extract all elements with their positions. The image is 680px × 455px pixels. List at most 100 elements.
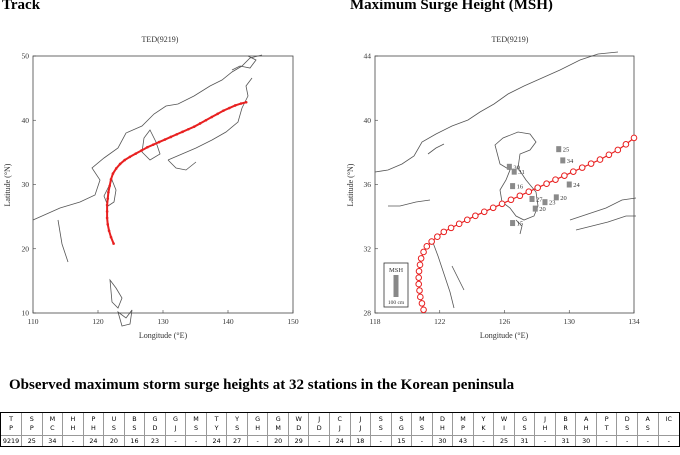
- table-value-cell: 25: [21, 435, 43, 446]
- table-value-cell: 24: [82, 435, 104, 446]
- msh-track-point: [416, 261, 424, 269]
- table-value-cell: 43: [452, 435, 474, 446]
- station-marker: [529, 195, 535, 202]
- msh-track-point: [569, 168, 577, 175]
- table-value-cell: -: [411, 435, 433, 446]
- table-value-cell: 34: [41, 435, 63, 446]
- track-track-point: [163, 138, 167, 141]
- msh-legend-scale: 100 cm: [388, 300, 405, 306]
- table-header-char: J: [544, 415, 547, 423]
- track-track-point: [128, 155, 132, 159]
- table-header-char: S: [625, 424, 630, 432]
- table-header-char: S: [419, 424, 424, 432]
- track-track-point: [105, 216, 109, 220]
- table-header-char: D: [152, 424, 158, 432]
- track-x-tick-label: 140: [222, 317, 234, 326]
- track-track-point: [108, 184, 111, 188]
- station-label: 31: [518, 169, 525, 176]
- table-header-char: J: [359, 424, 362, 432]
- table-header-char: P: [461, 424, 465, 432]
- table-header-char: S: [235, 424, 240, 432]
- msh-track-point: [455, 220, 463, 228]
- msh-track-point: [561, 172, 568, 179]
- msh-legend: MSH 100 cm: [383, 262, 409, 308]
- msh-track-point: [415, 274, 423, 281]
- track-track-point: [187, 127, 190, 131]
- table-header-char: K: [481, 424, 486, 432]
- table-header-char: I: [503, 424, 505, 432]
- msh-x-tick-label: 118: [370, 317, 381, 326]
- table-header-char: T: [604, 424, 609, 432]
- msh-track-point: [420, 248, 427, 256]
- track-points: [105, 100, 248, 245]
- table-value-cell: 24: [205, 435, 227, 446]
- table-value-cell: -: [308, 435, 330, 446]
- table-header-char: G: [152, 415, 158, 423]
- msh-y-ticks: 28 32 36 40 44: [364, 52, 378, 318]
- table-value-cell: 18: [349, 435, 371, 446]
- msh-track-point: [630, 134, 638, 142]
- track-x-tick-label: 130: [157, 317, 169, 326]
- table-header-char: P: [29, 424, 34, 432]
- table-header-char: W: [500, 415, 508, 423]
- table-header-char: H: [70, 415, 76, 423]
- table-header-char: B: [563, 415, 568, 423]
- msh-track-point: [596, 156, 604, 163]
- table-header-char: S: [399, 415, 404, 423]
- track-track-point: [192, 125, 196, 128]
- station-marker: [506, 163, 512, 170]
- track-track-point: [105, 210, 109, 213]
- track-y-tick-label: 20: [22, 244, 30, 253]
- table-header-char: J: [359, 415, 362, 423]
- table-value-cell: 24: [329, 435, 351, 446]
- table-value-cell: -: [62, 435, 84, 446]
- station-marker: [560, 157, 566, 164]
- msh-map-title: TED(9219): [492, 35, 529, 44]
- table-header-char: J: [318, 415, 321, 423]
- table-header-char: R: [563, 424, 568, 432]
- msh-x-tick-label: 122: [434, 317, 446, 326]
- table-header-char: G: [522, 415, 528, 423]
- track-track-point: [169, 135, 173, 139]
- msh-y-tick-label: 44: [364, 52, 372, 61]
- table-header-char: Y: [481, 415, 486, 423]
- track-y-tick-label: 10: [22, 309, 30, 318]
- track-track-point: [114, 167, 118, 170]
- table-header-char: S: [111, 424, 116, 432]
- track-track-point: [239, 102, 243, 105]
- track-y-ticks: 10 20 30 40 50: [22, 52, 36, 318]
- table-value-cell: 23: [144, 435, 166, 446]
- station-label: 15: [517, 221, 524, 228]
- table-header-char: M: [275, 424, 281, 432]
- track-track-point: [140, 149, 143, 152]
- msh-track-point: [498, 200, 506, 208]
- table-header-char: Y: [235, 415, 240, 423]
- msh-track-point: [415, 267, 423, 275]
- table-header-char: D: [624, 415, 630, 423]
- track-track-point: [105, 203, 109, 207]
- station-marker: [542, 199, 548, 206]
- station-label: 24: [573, 182, 580, 189]
- table-header-char: G: [398, 424, 404, 432]
- table-header-char: G: [275, 415, 281, 423]
- station-marker: [553, 194, 559, 201]
- msh-track-point: [447, 224, 455, 232]
- msh-track-point: [543, 180, 550, 187]
- station-label: 25: [563, 147, 570, 154]
- station-marker: [556, 146, 562, 153]
- track-map: TED(9219) 110 120 130 140 150 10 20 30 40 50 Lon…: [3, 35, 299, 340]
- track-y-tick-label: 40: [22, 116, 30, 125]
- table-value-cell: 31: [554, 435, 576, 446]
- table-header-char: J: [338, 424, 341, 432]
- table-header-char: G: [173, 415, 178, 423]
